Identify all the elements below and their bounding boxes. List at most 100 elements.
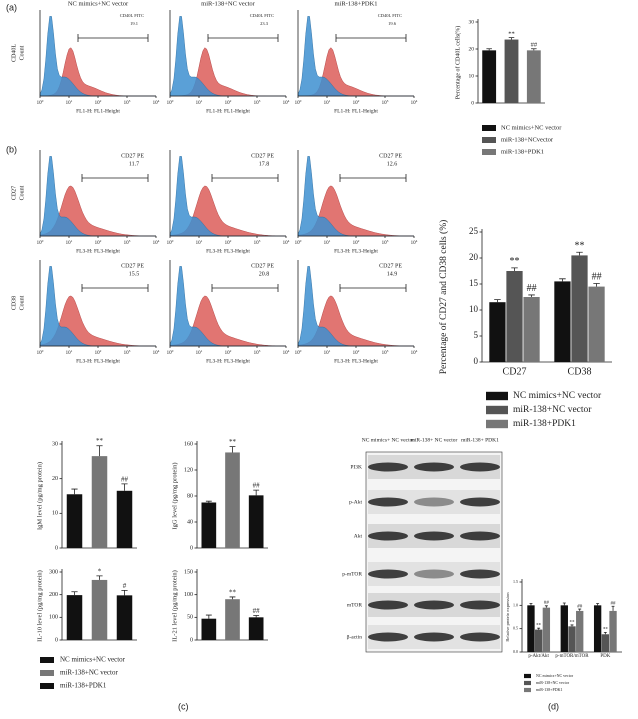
x-tick-label: 104 bbox=[283, 99, 290, 106]
tick-base: 10 bbox=[324, 241, 330, 246]
error-bar bbox=[559, 278, 566, 282]
y-label: IL-21 level (pg/mg protein) bbox=[171, 570, 178, 642]
tick-exponent: 2 bbox=[230, 239, 232, 243]
error-bar bbox=[229, 446, 236, 453]
y-label: IgM level (pg/mg protein) bbox=[36, 462, 43, 530]
x-tick-label: 103 bbox=[382, 349, 389, 356]
tick-exponent: 4 bbox=[288, 239, 290, 243]
x-tick-label: 101 bbox=[66, 99, 73, 106]
y-tick-label: 0 bbox=[474, 356, 479, 366]
bar bbox=[571, 255, 588, 362]
x-tick-label: 101 bbox=[324, 99, 331, 106]
gate-label: CD27 PE bbox=[121, 263, 144, 269]
annotation: ## bbox=[527, 283, 537, 294]
tick-base: 10 bbox=[153, 101, 159, 106]
x-tick-label: 102 bbox=[225, 239, 232, 246]
tick-base: 10 bbox=[124, 351, 130, 356]
blot-band bbox=[368, 462, 408, 472]
error-bar bbox=[96, 575, 103, 580]
legend-swatch bbox=[524, 680, 531, 686]
annotation: * bbox=[98, 567, 102, 575]
tick-exponent: 0 bbox=[172, 239, 174, 243]
annotation: ## bbox=[253, 607, 261, 615]
error-bar bbox=[511, 267, 518, 271]
x-tick-label: 103 bbox=[124, 349, 131, 356]
error-bar bbox=[205, 614, 212, 619]
y-tick-label: 10 bbox=[469, 73, 475, 79]
gate bbox=[335, 34, 407, 42]
annotation: ** bbox=[603, 628, 609, 633]
x-label: FL3-H: FL3-Height bbox=[76, 248, 120, 254]
bar bbox=[225, 599, 240, 640]
y-tick-label: 50 bbox=[187, 615, 193, 621]
gate bbox=[81, 284, 149, 292]
x-tick-label: 101 bbox=[324, 239, 331, 246]
x-tick-label: 104 bbox=[153, 349, 160, 356]
gate-value: 23.3 bbox=[260, 21, 269, 26]
y-label: CD40L bbox=[11, 44, 17, 62]
legend-label: NC mimics+NC vector bbox=[513, 391, 602, 401]
tick-base: 10 bbox=[254, 351, 260, 356]
bar bbox=[91, 579, 108, 640]
gate-label: CD27 PE bbox=[251, 153, 274, 159]
tick-exponent: 3 bbox=[387, 99, 389, 103]
error-bar bbox=[603, 632, 607, 635]
x-tick-label: p-Akt/Akt bbox=[528, 654, 549, 659]
tick-exponent: 3 bbox=[387, 239, 389, 243]
annotation: ** bbox=[510, 256, 520, 267]
blot-band bbox=[460, 632, 500, 642]
y-label: IgG level (pg/mg protein) bbox=[171, 463, 178, 530]
y-tick-label: 150 bbox=[184, 569, 193, 575]
tick-exponent: 0 bbox=[172, 349, 174, 353]
tick-base: 10 bbox=[295, 241, 301, 246]
gate-value: 19.1 bbox=[130, 21, 138, 26]
gate bbox=[211, 284, 279, 292]
y-label: IL-10 level (pg/mg protein) bbox=[36, 570, 43, 642]
bar bbox=[576, 610, 584, 652]
annotation: ** bbox=[508, 30, 515, 37]
column-title: NC mimics+ NC vector bbox=[362, 437, 415, 443]
row-label: β-actin bbox=[347, 634, 363, 640]
gate-label: CD40L FITC bbox=[120, 13, 144, 18]
y-tick-label: 30 bbox=[52, 441, 58, 447]
x-tick-label: 101 bbox=[66, 349, 73, 356]
tick-exponent: 3 bbox=[129, 239, 131, 243]
y-label: Relative protein expression bbox=[505, 592, 510, 642]
annotation: # bbox=[123, 582, 127, 590]
x-tick-label: 101 bbox=[196, 99, 203, 106]
legend-label: miR-138+PDK1 bbox=[536, 687, 562, 692]
x-tick-label: PDK bbox=[600, 654, 610, 659]
column-title: miR-138+NC vector bbox=[201, 0, 256, 7]
gate-value: 14.9 bbox=[387, 271, 398, 277]
column-title: miR-138+PDK1 bbox=[334, 0, 377, 7]
tick-base: 10 bbox=[283, 101, 289, 106]
x-tick-label: 100 bbox=[167, 349, 174, 356]
x-label: FL3-H: FL3-Height bbox=[334, 248, 378, 254]
y-label: Percentage of CD40L cells(%) bbox=[454, 26, 461, 100]
tick-base: 10 bbox=[167, 101, 173, 106]
bar bbox=[116, 490, 133, 548]
x-tick-label: 103 bbox=[124, 99, 131, 106]
x-tick-label: 104 bbox=[153, 99, 160, 106]
x-tick-label: 103 bbox=[382, 239, 389, 246]
legend-label: miR-138+NC vector bbox=[536, 680, 570, 685]
bar bbox=[248, 617, 264, 640]
panel-label: (b) bbox=[6, 144, 17, 154]
error-bar bbox=[611, 605, 615, 611]
tick-base: 10 bbox=[353, 241, 359, 246]
tick-base: 10 bbox=[196, 241, 202, 246]
legend-label: NC mimics+NC vector bbox=[536, 673, 574, 678]
legend-swatch bbox=[40, 683, 54, 689]
bar bbox=[116, 595, 133, 640]
bar bbox=[554, 281, 571, 362]
gate-label: CD27 PE bbox=[379, 263, 402, 269]
blot-frame bbox=[365, 451, 503, 653]
x-tick-label: 102 bbox=[353, 99, 360, 106]
gate bbox=[339, 284, 407, 292]
y-tick-label: 1.0 bbox=[513, 602, 518, 607]
bar bbox=[91, 456, 108, 548]
y-tick-label: 20 bbox=[469, 252, 479, 262]
tick-exponent: 0 bbox=[42, 349, 44, 353]
annotation: ** bbox=[570, 620, 576, 625]
